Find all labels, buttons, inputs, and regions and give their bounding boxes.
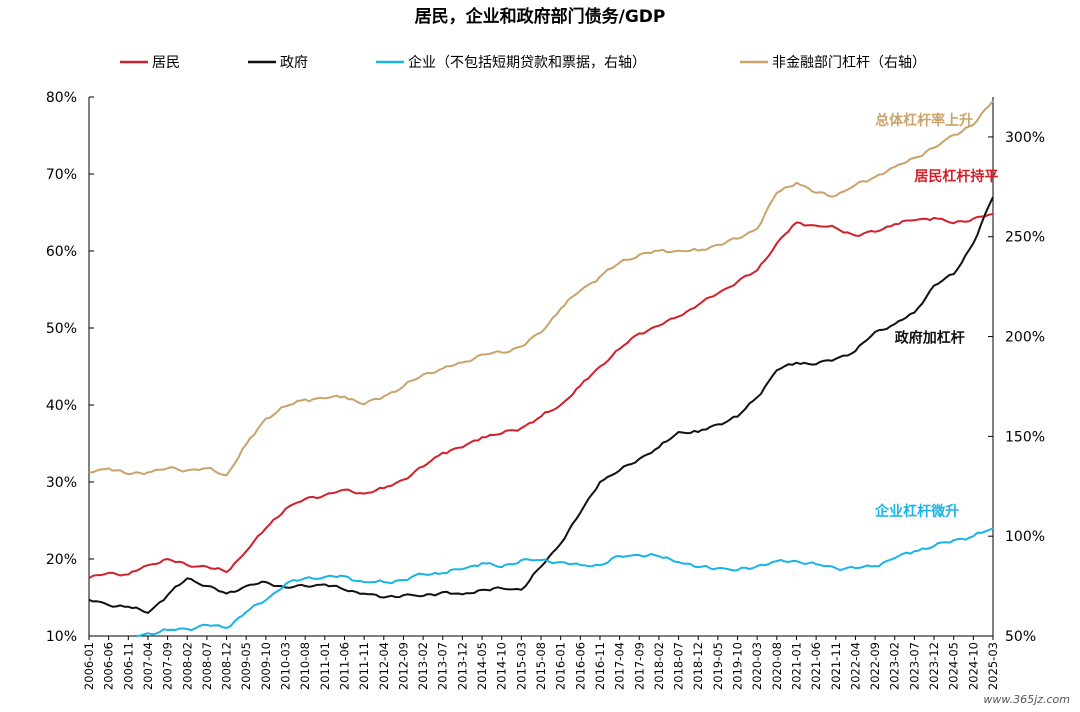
chart-axes: 10% 20% 30% 40% 50% 60% 70% 80% 50% 100% 150% 200% 2…: [46, 90, 1045, 690]
x-tick-label: 2012-09: [396, 642, 410, 690]
x-tick-label: 2006-11: [121, 642, 135, 690]
x-tick-label: 2011-06: [337, 642, 351, 690]
x-tick-label: 2023-12: [927, 642, 941, 690]
right-tick-label: 200%: [1005, 330, 1045, 346]
x-tick-label: 2017-04: [613, 642, 627, 690]
right-tick-label: 150%: [1005, 429, 1045, 445]
annotation-2: 政府加杠杆: [895, 330, 965, 347]
x-tick-label: 2019-10: [731, 642, 745, 690]
x-tick-label: 2024-10: [966, 642, 980, 690]
x-tick-label: 2015-08: [534, 642, 548, 690]
x-tick-label: 2013-12: [455, 642, 469, 690]
x-tick-label: 2009-10: [259, 642, 273, 690]
x-tick-label: 2022-09: [868, 642, 882, 690]
x-tick-label: 2013-07: [436, 642, 450, 690]
x-tick-label: 2016-01: [554, 642, 568, 690]
x-tick-label: 2008-02: [180, 642, 194, 690]
left-tick-label: 30%: [46, 475, 77, 491]
x-tick-label: 2022-04: [848, 642, 862, 690]
x-tick-label: 2009-05: [239, 642, 253, 690]
right-tick-label: 250%: [1005, 230, 1045, 246]
left-tick-label: 70%: [46, 167, 77, 183]
x-tick-label: 2020-08: [770, 642, 784, 690]
x-tick-label: 2008-12: [220, 642, 234, 690]
x-tick-label: 2010-03: [279, 642, 293, 690]
watermark: www.365jz.com: [983, 693, 1070, 706]
x-tick-label: 2021-01: [789, 642, 803, 690]
legend-label-2: 企业（不包括短期贷款和票据，右轴）: [408, 54, 646, 71]
left-tick-label: 20%: [46, 552, 77, 568]
series-line-2: [136, 527, 994, 637]
x-tick-label: 2021-06: [809, 642, 823, 690]
right-tick-label: 100%: [1005, 529, 1045, 545]
left-tick-label: 60%: [46, 244, 77, 260]
left-tick-label: 40%: [46, 398, 77, 414]
annotation-3: 企业杠杆微升: [874, 503, 959, 520]
x-tick-label: 2016-11: [593, 642, 607, 690]
x-tick-label: 2017-09: [632, 642, 646, 690]
right-tick-label: 50%: [1005, 629, 1036, 645]
x-tick-label: 2006-06: [102, 642, 116, 690]
series-line-1: [88, 196, 994, 614]
left-tick-label: 10%: [46, 629, 77, 645]
chart-legend: 居民 政府 企业（不包括短期贷款和票据，右轴） 非金融部门杠杆（右轴）: [120, 54, 926, 71]
annotation-0: 总体杠杆率上升: [875, 112, 973, 129]
x-tick-label: 2018-12: [691, 642, 705, 690]
x-tick-label: 2007-04: [141, 642, 155, 690]
x-tick-label: 2013-02: [416, 642, 430, 690]
x-tick-label: 2014-05: [475, 642, 489, 690]
series-line-3: [89, 100, 994, 477]
x-tick-label: 2018-07: [672, 642, 686, 690]
chart-title: 居民，企业和政府部门债务/GDP: [415, 6, 666, 27]
x-tick-label: 2016-06: [573, 642, 587, 690]
x-tick-label: 2021-11: [829, 642, 843, 690]
x-tick-label: 2006-01: [82, 642, 96, 690]
legend-label-1: 政府: [280, 55, 308, 71]
x-tick-label: 2007-09: [161, 642, 175, 690]
legend-label-3: 非金融部门杠杆（右轴）: [772, 55, 926, 71]
chart-series-lines: [88, 100, 994, 637]
x-tick-label: 2011-01: [318, 642, 332, 690]
right-tick-label: 300%: [1005, 130, 1045, 146]
x-tick-label: 2025-03: [986, 642, 1000, 690]
x-tick-label: 2011-11: [357, 642, 371, 690]
x-tick-label: 2010-08: [298, 642, 312, 690]
legend-label-0: 居民: [152, 55, 180, 71]
x-tick-label: 2024-05: [947, 642, 961, 690]
x-tick-label: 2019-05: [711, 642, 725, 690]
x-tick-label: 2023-02: [888, 642, 902, 690]
left-tick-label: 50%: [46, 321, 77, 337]
x-tick-label: 2018-02: [652, 642, 666, 690]
x-tick-label: 2015-03: [514, 642, 528, 690]
x-tick-label: 2014-10: [495, 642, 509, 690]
x-tick-label: 2020-03: [750, 642, 764, 690]
series-line-0: [88, 213, 994, 580]
annotation-1: 居民杠杆持平: [914, 168, 998, 185]
left-tick-label: 80%: [46, 90, 77, 106]
x-tick-label: 2008-07: [200, 642, 214, 690]
x-tick-label: 2012-04: [377, 642, 391, 690]
x-tick-label: 2023-07: [907, 642, 921, 690]
